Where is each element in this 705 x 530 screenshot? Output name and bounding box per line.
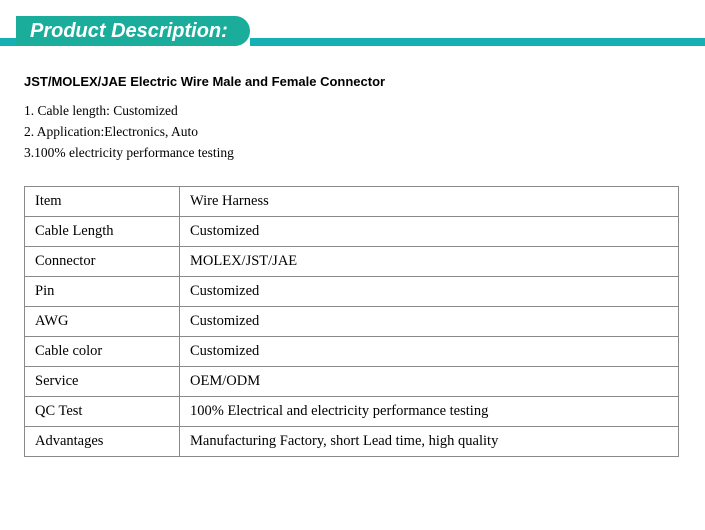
- content-area: JST/MOLEX/JAE Electric Wire Male and Fem…: [0, 46, 705, 457]
- spec-value: 100% Electrical and electricity performa…: [180, 396, 679, 426]
- product-title: JST/MOLEX/JAE Electric Wire Male and Fem…: [24, 74, 681, 89]
- table-row: AWG Customized: [25, 306, 679, 336]
- product-bullets: 1. Cable length: Customized 2. Applicati…: [24, 101, 681, 164]
- table-row: Advantages Manufacturing Factory, short …: [25, 426, 679, 456]
- header-title: Product Description:: [16, 16, 250, 46]
- spec-value: Wire Harness: [180, 186, 679, 216]
- spec-value: OEM/ODM: [180, 366, 679, 396]
- header-underline-left: [0, 38, 16, 46]
- section-header: Product Description:: [0, 16, 705, 46]
- spec-key: Cable Length: [25, 216, 180, 246]
- table-row: Cable color Customized: [25, 336, 679, 366]
- table-row: Connector MOLEX/JST/JAE: [25, 246, 679, 276]
- header-underline: [250, 38, 705, 46]
- spec-key: Item: [25, 186, 180, 216]
- spec-key: Pin: [25, 276, 180, 306]
- spec-value: Customized: [180, 336, 679, 366]
- spec-value: Customized: [180, 216, 679, 246]
- spec-key: QC Test: [25, 396, 180, 426]
- spec-key: AWG: [25, 306, 180, 336]
- bullet-item: 1. Cable length: Customized: [24, 101, 681, 122]
- table-row: Service OEM/ODM: [25, 366, 679, 396]
- spec-value: Customized: [180, 306, 679, 336]
- header-stripe: Product Description:: [0, 16, 705, 46]
- header-underline-wrap: [250, 16, 705, 46]
- bullet-item: 3.100% electricity performance testing: [24, 143, 681, 164]
- table-row: Cable Length Customized: [25, 216, 679, 246]
- spec-table: Item Wire Harness Cable Length Customize…: [24, 186, 679, 457]
- spec-key: Cable color: [25, 336, 180, 366]
- bullet-item: 2. Application:Electronics, Auto: [24, 122, 681, 143]
- spec-table-body: Item Wire Harness Cable Length Customize…: [25, 186, 679, 456]
- table-row: Pin Customized: [25, 276, 679, 306]
- table-row: Item Wire Harness: [25, 186, 679, 216]
- spec-value: Customized: [180, 276, 679, 306]
- spec-key: Connector: [25, 246, 180, 276]
- spec-value: MOLEX/JST/JAE: [180, 246, 679, 276]
- spec-key: Service: [25, 366, 180, 396]
- spec-value: Manufacturing Factory, short Lead time, …: [180, 426, 679, 456]
- table-row: QC Test 100% Electrical and electricity …: [25, 396, 679, 426]
- spec-key: Advantages: [25, 426, 180, 456]
